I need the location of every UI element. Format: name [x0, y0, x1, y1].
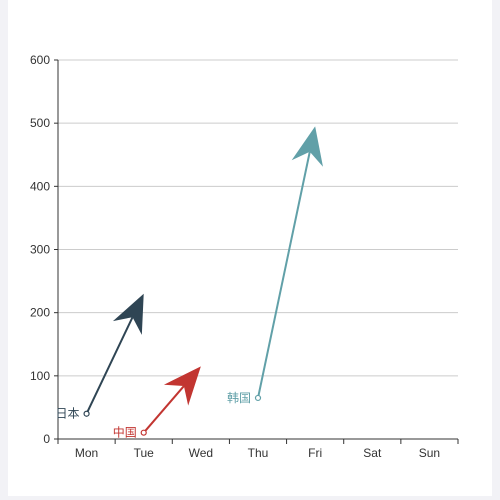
y-tick-label: 200: [30, 306, 50, 320]
series-label: 韩国: [227, 390, 251, 405]
series-arrowhead: [163, 366, 201, 406]
y-tick-label: 100: [30, 369, 50, 383]
x-tick-label: Sat: [363, 446, 382, 460]
series-label: 日本: [56, 407, 80, 421]
x-tick-label: Tue: [134, 446, 155, 460]
series-start-point: [140, 429, 147, 436]
series-line: [85, 316, 134, 415]
x-tick-label: Thu: [248, 446, 269, 460]
y-tick-label: 600: [30, 53, 50, 67]
series-label: 中国: [113, 425, 137, 440]
y-tick-label: 500: [30, 116, 50, 130]
series-arrowhead: [112, 293, 144, 335]
y-tick-label: 400: [30, 179, 50, 193]
series-arrowhead: [291, 126, 323, 167]
series-start-point: [254, 394, 262, 402]
x-tick-label: Mon: [75, 446, 98, 460]
y-tick-label: 300: [30, 243, 50, 257]
x-tick-label: Wed: [189, 446, 213, 460]
series-start-point: [83, 410, 90, 417]
y-tick-label: 0: [43, 432, 50, 446]
x-tick-label: Sun: [419, 446, 440, 460]
series-line: [142, 385, 185, 434]
x-tick-label: Fri: [308, 446, 322, 460]
series-line: [257, 151, 311, 399]
